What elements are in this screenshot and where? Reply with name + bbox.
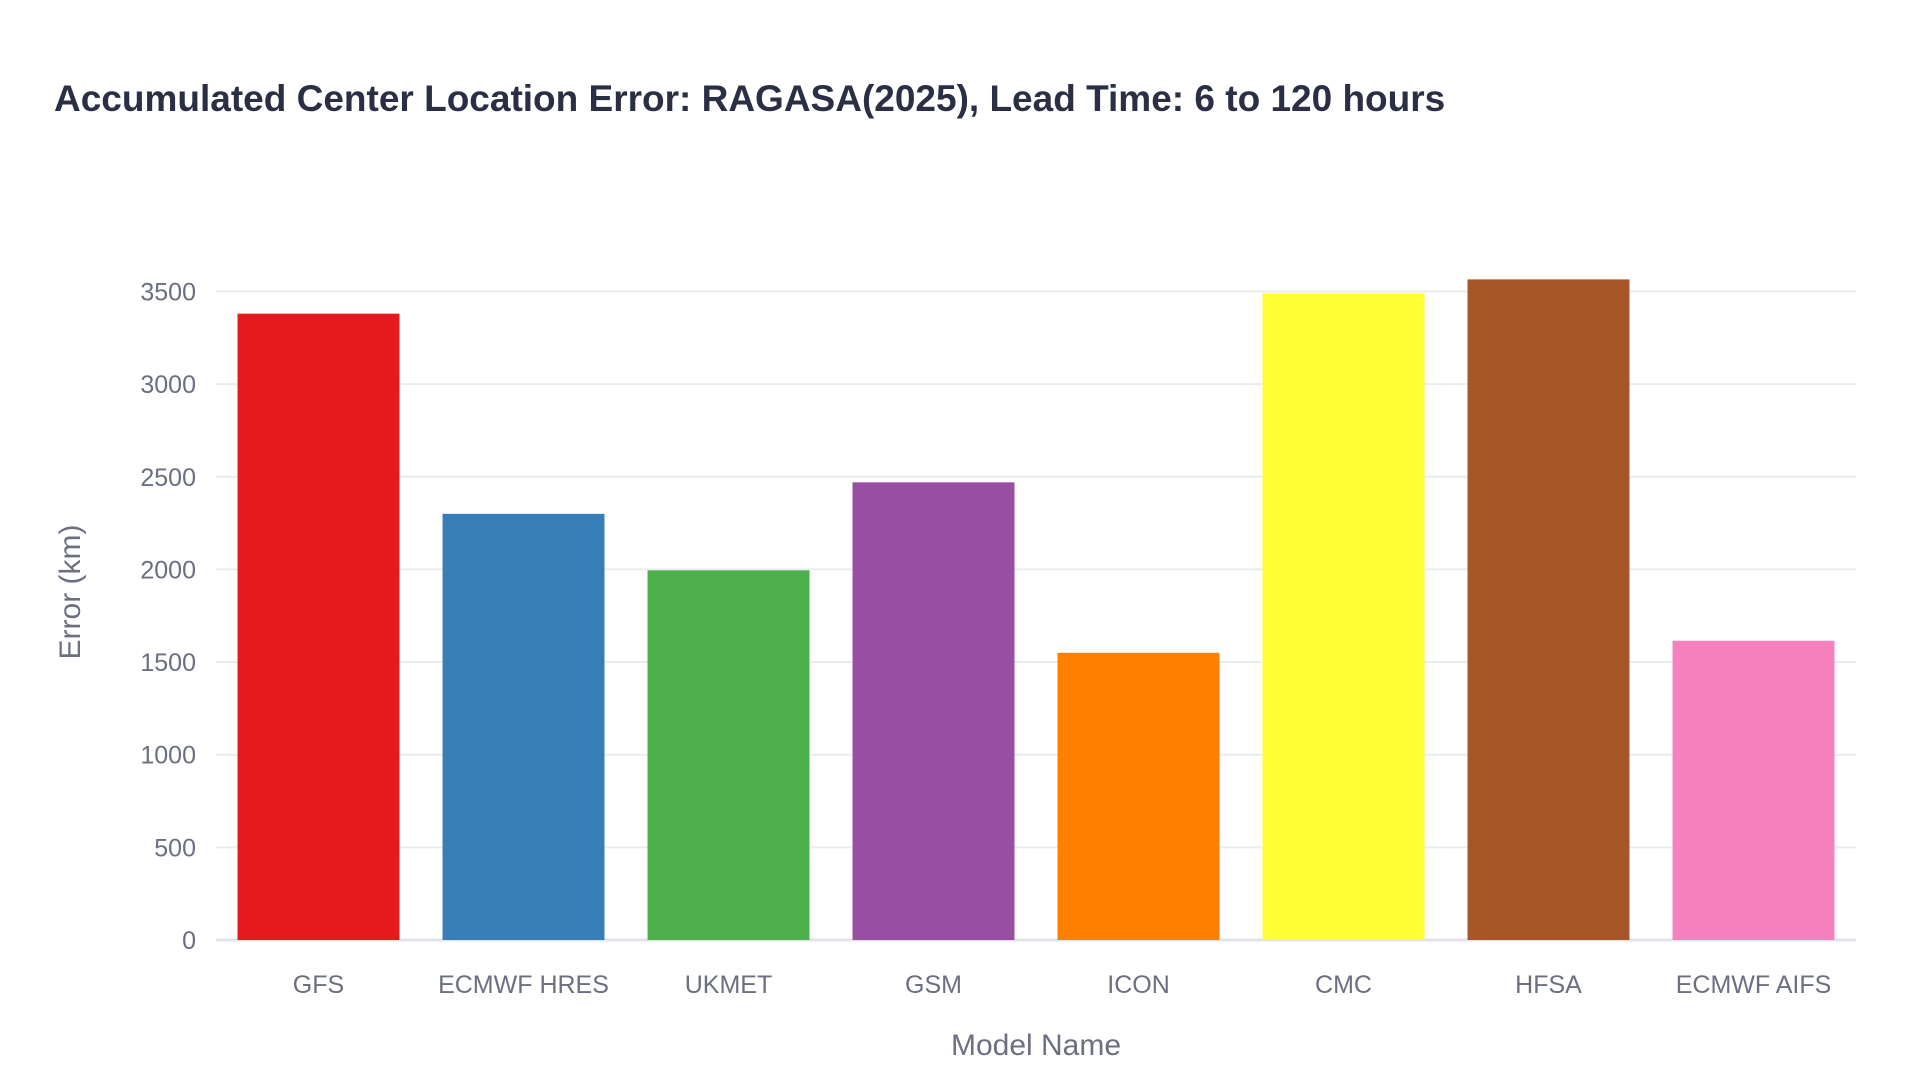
x-tick-label: CMC	[1315, 971, 1372, 999]
bar-ecmwf-hres[interactable]	[442, 513, 605, 940]
bar-cmc[interactable]	[1262, 293, 1425, 941]
y-tick-label: 3000	[140, 371, 196, 399]
bars	[237, 279, 1835, 941]
bar-icon[interactable]	[1057, 652, 1220, 940]
y-axis-title: Error (km)	[54, 525, 87, 660]
x-tick-label: UKMET	[685, 971, 773, 999]
bar-ecmwf-aifs[interactable]	[1672, 640, 1835, 940]
axes: 0 500 1000 1500 2000 2500 3000 3500 GFS ECMWF HRE…	[140, 278, 1831, 999]
y-tick-label: 1000	[140, 742, 196, 770]
chart-title: Accumulated Center Location Error: RAGAS…	[54, 78, 1446, 119]
x-tick-label: ECMWF HRES	[438, 971, 609, 999]
bar-ukmet[interactable]	[647, 570, 810, 940]
y-tick-label: 2500	[140, 464, 196, 492]
y-tick-label: 2000	[140, 556, 196, 584]
x-tick-label: GSM	[905, 971, 962, 999]
bar-gfs[interactable]	[237, 313, 400, 940]
y-tick-label: 1500	[140, 649, 196, 677]
y-tick-label: 500	[154, 834, 196, 862]
bar-hfsa[interactable]	[1467, 279, 1630, 940]
x-tick-label: HFSA	[1515, 971, 1582, 999]
y-tick-label: 0	[182, 927, 196, 955]
x-axis-title: Model Name	[951, 1029, 1121, 1062]
bar-gsm[interactable]	[852, 482, 1015, 940]
x-tick-label: ECMWF AIFS	[1676, 971, 1832, 999]
x-tick-label: ICON	[1107, 971, 1170, 999]
x-tick-label: GFS	[293, 971, 344, 999]
y-tick-label: 3500	[140, 278, 196, 306]
